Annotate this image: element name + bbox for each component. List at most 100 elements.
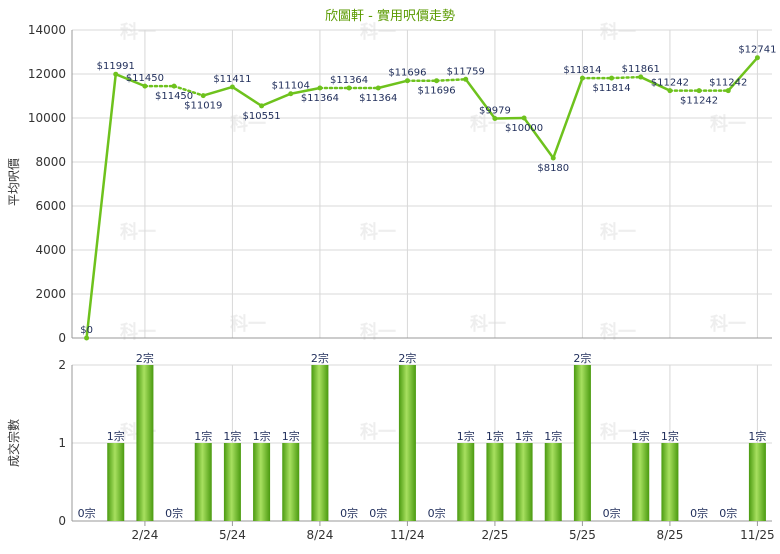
price-data-label: $11364: [330, 75, 368, 86]
price-point: [697, 88, 702, 93]
count-bar: [311, 365, 328, 521]
watermark-text: 科一: [360, 21, 396, 43]
count-bar-label: 0宗: [719, 506, 737, 520]
count-bar-label: 1宗: [457, 429, 475, 443]
watermark-text: 科一: [360, 421, 396, 443]
count-bar: [516, 443, 533, 521]
count-y-tick-label: 0: [58, 514, 66, 528]
price-data-label: $11696: [417, 86, 455, 97]
price-point: [726, 88, 731, 93]
price-point: [317, 85, 322, 90]
count-bar-label: 0宗: [603, 506, 621, 520]
price-data-label: $11242: [651, 78, 689, 89]
count-bar: [224, 443, 241, 521]
price-point: [142, 84, 147, 89]
count-x-tick-label: 8/25: [656, 528, 683, 542]
count-bar: [632, 443, 649, 521]
count-bar-label: 1宗: [253, 429, 271, 443]
count-bar-label: 1宗: [661, 429, 679, 443]
count-x-tick-label: 11/25: [740, 528, 775, 542]
price-data-label: $11242: [680, 96, 718, 107]
price-point: [201, 93, 206, 98]
price-data-label: $11861: [622, 64, 660, 75]
price-y-tick-label: 10000: [28, 111, 66, 125]
price-data-label: $11364: [301, 93, 339, 104]
price-data-label: $11814: [563, 65, 601, 76]
count-x-tick-label: 5/25: [569, 528, 596, 542]
price-point: [434, 78, 439, 83]
price-line-segment: [378, 81, 407, 88]
count-bar: [749, 443, 766, 521]
watermark-text: 科一: [710, 313, 746, 335]
price-y-tick-label: 14000: [28, 23, 66, 37]
price-data-label: $10551: [242, 111, 280, 122]
price-point: [463, 77, 468, 82]
count-bar-label: 1宗: [632, 429, 650, 443]
price-point: [755, 55, 760, 60]
count-bar: [486, 443, 503, 521]
count-bar-label: 1宗: [223, 429, 241, 443]
price-point: [376, 85, 381, 90]
watermark-text: 科一: [600, 21, 636, 43]
price-data-label: $10000: [505, 123, 543, 134]
watermark-text: 科一: [120, 221, 156, 243]
price-data-label: $11450: [126, 73, 164, 84]
price-y-tick-label: 0: [58, 331, 66, 345]
watermark-text: 科一: [120, 21, 156, 43]
count-bar-label: 0宗: [369, 506, 387, 520]
count-bar-label: 0宗: [165, 506, 183, 520]
price-point: [113, 72, 118, 77]
count-bar-label: 1宗: [544, 429, 562, 443]
count-bar-label: 1宗: [194, 429, 212, 443]
price-line-segment: [203, 87, 232, 96]
price-data-label: $11411: [213, 74, 251, 85]
count-x-tick-label: 8/24: [306, 528, 333, 542]
price-point: [667, 88, 672, 93]
price-line-segment: [262, 94, 291, 106]
count-bar-label: 2宗: [573, 351, 591, 365]
watermark-text: 科一: [600, 221, 636, 243]
count-bar: [136, 365, 153, 521]
count-x-tick-label: 2/24: [131, 528, 158, 542]
count-bar-label: 2宗: [136, 351, 154, 365]
count-bar-label: 0宗: [690, 506, 708, 520]
count-bar: [661, 443, 678, 521]
price-y-axis-label: 平均呎價: [7, 158, 21, 206]
count-bar: [399, 365, 416, 521]
price-point: [230, 84, 235, 89]
watermark-text: 科一: [600, 421, 636, 443]
price-point: [638, 75, 643, 80]
count-bar-label: 1宗: [107, 429, 125, 443]
price-data-label: $11104: [272, 81, 310, 92]
chart-title: 欣圖軒 - 實用呎價走勢: [325, 8, 455, 24]
price-point: [551, 156, 556, 161]
watermark-text: 科一: [710, 113, 746, 135]
count-y-tick-label: 1: [58, 436, 66, 450]
count-x-tick-label: 5/24: [219, 528, 246, 542]
watermark-text: 科一: [230, 313, 266, 335]
count-bar-label: 0宗: [340, 506, 358, 520]
price-line-segment: [437, 79, 466, 80]
count-bar: [545, 443, 562, 521]
count-bar: [574, 365, 591, 521]
price-point: [580, 76, 585, 81]
watermark-text: 科一: [360, 221, 396, 243]
price-point: [492, 116, 497, 121]
price-point: [347, 85, 352, 90]
count-bar-label: 1宗: [748, 429, 766, 443]
price-y-tick-label: 6000: [35, 199, 66, 213]
price-point: [172, 84, 177, 89]
price-data-label: $9979: [479, 105, 511, 116]
price-y-tick-label: 4000: [35, 243, 66, 257]
count-bar: [457, 443, 474, 521]
count-bar: [107, 443, 124, 521]
count-bar-label: 1宗: [282, 429, 300, 443]
price-point: [288, 91, 293, 96]
count-bar-label: 0宗: [78, 506, 96, 520]
price-point: [259, 103, 264, 108]
price-point: [405, 78, 410, 83]
price-data-label: $11019: [184, 101, 222, 112]
count-bar: [253, 443, 270, 521]
price-plot-area: 02000400060008000100001200014000$0$11991…: [28, 23, 777, 345]
